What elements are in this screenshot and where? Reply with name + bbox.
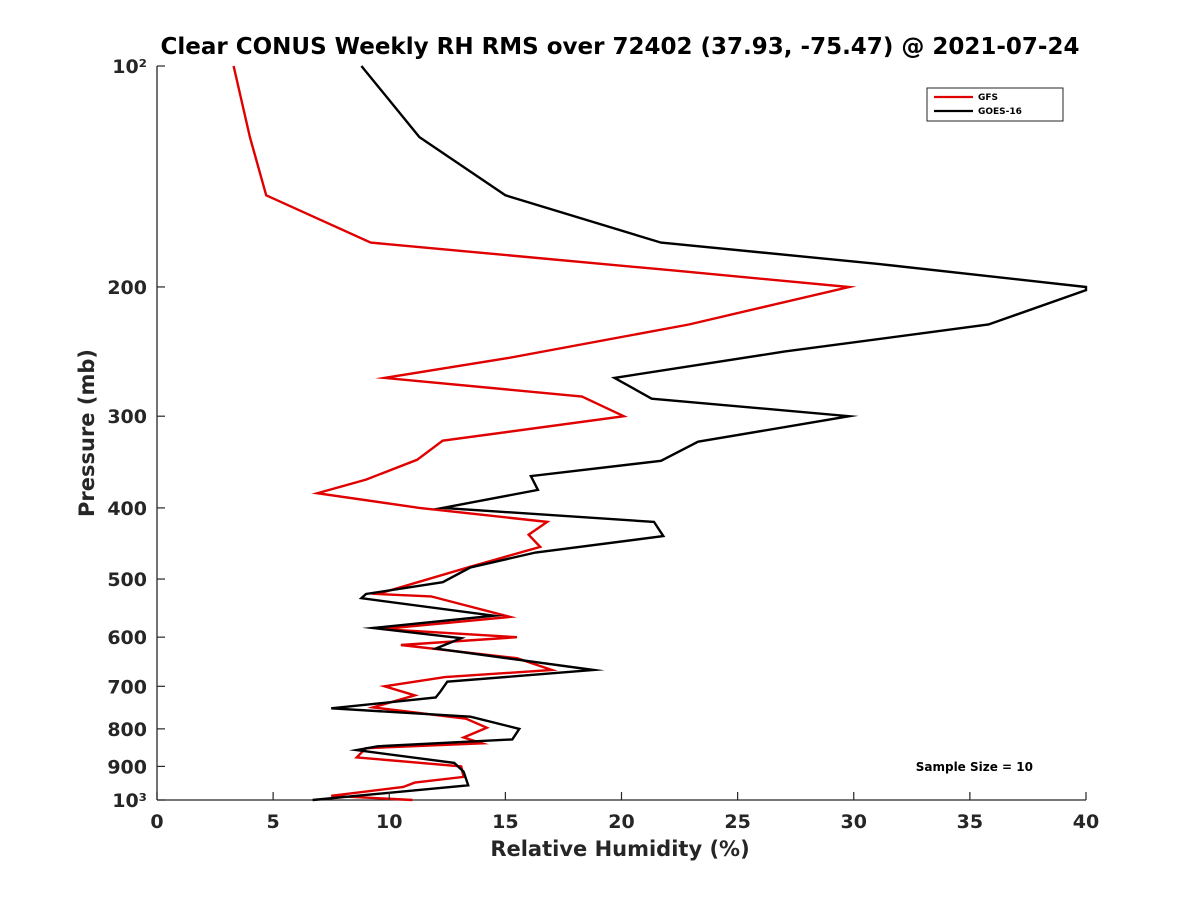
x-tick-label: 40 xyxy=(1073,811,1099,833)
x-axis-label: Relative Humidity (%) xyxy=(490,837,749,861)
y-tick-label: 700 xyxy=(107,676,147,698)
y-tick-label: 200 xyxy=(107,277,147,299)
x-tick-label: 20 xyxy=(608,811,634,833)
x-tick-label: 25 xyxy=(724,811,750,833)
y-tick-label: 10² xyxy=(112,56,147,78)
x-tick-label: 15 xyxy=(492,811,518,833)
y-tick-label: 10³ xyxy=(112,790,147,812)
series-line-gfs xyxy=(232,65,857,802)
y-ticks: 10² 200 300 400 500 600 700 800 900 10³ xyxy=(107,56,165,812)
y-tick-label: 900 xyxy=(107,756,147,778)
y-tick-label: 800 xyxy=(107,719,147,741)
x-tick-label: 10 xyxy=(376,811,402,833)
plot-area xyxy=(156,65,1088,802)
x-ticks: 0 5 10 15 20 25 30 35 40 xyxy=(150,792,1099,833)
legend-box xyxy=(926,87,1064,122)
y-axis-label: Pressure (mb) xyxy=(75,349,99,517)
sample-size-annotation: Sample Size = 10 xyxy=(916,760,1033,774)
series-line-goes16 xyxy=(312,65,1088,802)
x-tick-label: 30 xyxy=(841,811,867,833)
x-tick-label: 5 xyxy=(267,811,280,833)
y-tick-label: 600 xyxy=(107,627,147,649)
y-tick-label: 500 xyxy=(107,569,147,591)
x-tick-label: 35 xyxy=(957,811,983,833)
x-tick-label: 0 xyxy=(150,811,163,833)
series-layer xyxy=(232,65,1088,802)
legend-label-goes16: GOES-16 xyxy=(978,107,1022,117)
y-tick-label: 300 xyxy=(107,406,147,428)
y-tick-label: 400 xyxy=(107,498,147,520)
legend: GFS GOES-16 xyxy=(926,87,1064,122)
legend-label-gfs: GFS xyxy=(978,93,998,103)
chart-title: Clear CONUS Weekly RH RMS over 72402 (37… xyxy=(161,34,1080,60)
